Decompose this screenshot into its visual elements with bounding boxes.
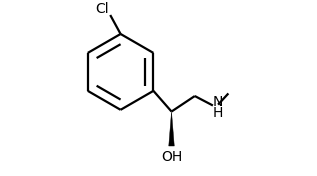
Polygon shape xyxy=(169,112,174,146)
Text: N: N xyxy=(213,95,223,109)
Text: Cl: Cl xyxy=(96,2,109,16)
Text: H: H xyxy=(213,106,223,120)
Text: OH: OH xyxy=(161,150,182,164)
